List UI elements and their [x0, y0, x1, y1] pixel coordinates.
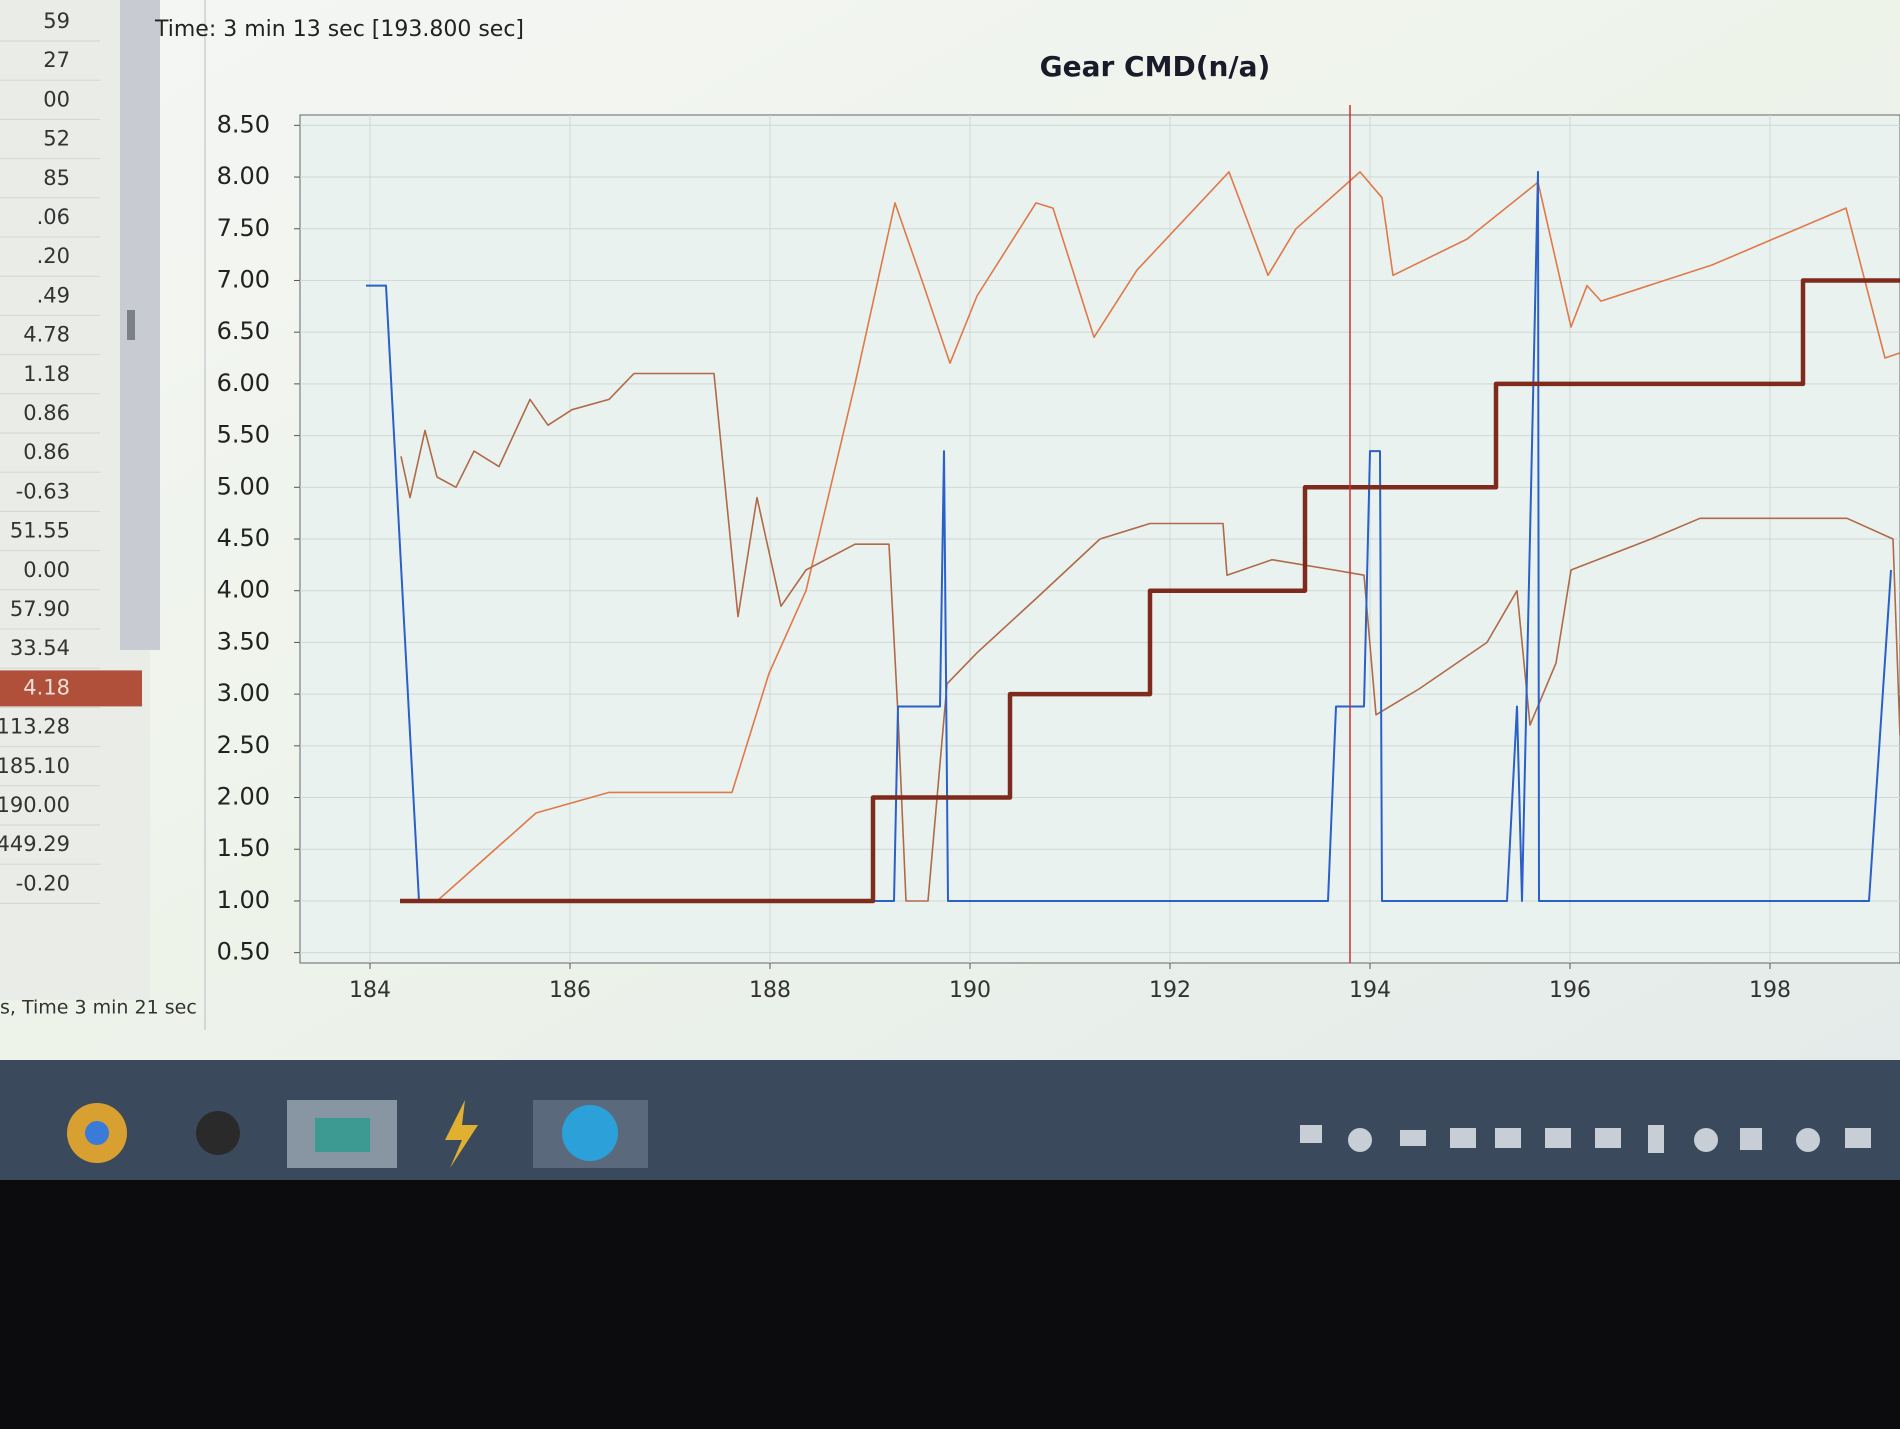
taskbar — [0, 1060, 1900, 1180]
row-value: 52 — [43, 127, 70, 151]
y-tick-label: 6.00 — [217, 369, 270, 397]
row-value: -0.63 — [16, 479, 70, 503]
tray-icon[interactable] — [1845, 1128, 1871, 1148]
series-line — [400, 278, 1900, 904]
y-tick-label: 8.50 — [217, 110, 270, 138]
y-tick-label: 4.50 — [217, 524, 270, 552]
row-value: .06 — [37, 205, 70, 229]
row-value: 57.90 — [10, 597, 70, 621]
x-tick-label: 198 — [1749, 978, 1791, 1003]
y-tick-label: 1.00 — [217, 886, 270, 914]
app-icon — [315, 1118, 370, 1152]
row-value: 4.78 — [23, 323, 70, 347]
tray-icon[interactable] — [1400, 1130, 1426, 1146]
y-tick-label: 0.50 — [217, 938, 270, 966]
y-tick-label: 2.50 — [217, 731, 270, 759]
row-value: 113.28 — [0, 715, 70, 739]
tray-icon[interactable] — [1450, 1128, 1476, 1148]
tray-icon[interactable] — [1495, 1128, 1521, 1148]
row-value: 33.54 — [10, 636, 70, 660]
scrollbar[interactable] — [120, 0, 160, 650]
y-tick-label: 5.50 — [217, 421, 270, 449]
y-tick-label: 7.00 — [217, 265, 270, 293]
tray-icon[interactable] — [1348, 1128, 1372, 1152]
status-text: s, Time 3 min 21 sec — [0, 997, 197, 1019]
x-tick-label: 192 — [1149, 978, 1191, 1003]
row-value: 85 — [43, 166, 70, 190]
chrome-icon-center — [85, 1121, 109, 1145]
y-tick-label: 6.50 — [217, 317, 270, 345]
row-value: 190.00 — [0, 793, 70, 817]
row-highlight — [0, 670, 142, 707]
row-value: 449.29 — [0, 832, 70, 856]
y-tick-label: 3.00 — [217, 679, 270, 707]
row-value: 51.55 — [10, 519, 70, 543]
x-tick-label: 186 — [549, 978, 591, 1003]
row-value: 4.18 — [23, 675, 70, 699]
row-value: 0.86 — [23, 401, 70, 425]
tray-icon[interactable] — [1300, 1125, 1322, 1143]
row-value: -0.20 — [16, 871, 70, 895]
tray-icon[interactable] — [1595, 1128, 1621, 1148]
row-value: 0.00 — [23, 558, 70, 582]
y-tick-label: 4.00 — [217, 576, 270, 604]
x-tick-label: 196 — [1549, 978, 1591, 1003]
y-tick-label: 1.50 — [217, 834, 270, 862]
x-tick-label: 184 — [349, 978, 391, 1003]
x-tick-label: 190 — [949, 978, 991, 1003]
row-value: 27 — [43, 48, 70, 72]
chart-title: Gear CMD(n/a) — [1040, 50, 1271, 83]
tray-icon[interactable] — [1740, 1128, 1762, 1150]
y-tick-label: 8.00 — [217, 162, 270, 190]
series-line — [400, 372, 1900, 902]
row-value: 1.18 — [23, 362, 70, 386]
series-line — [436, 171, 1900, 902]
y-tick-label: 3.50 — [217, 627, 270, 655]
row-value: 0.86 — [23, 440, 70, 464]
x-tick-label: 188 — [749, 978, 791, 1003]
skype-icon — [562, 1105, 618, 1161]
row-value: 00 — [43, 87, 70, 111]
tray-icon[interactable] — [1648, 1125, 1664, 1153]
app-icon[interactable] — [196, 1111, 240, 1155]
tray-icon[interactable] — [1796, 1128, 1820, 1152]
row-value: .20 — [37, 244, 70, 268]
y-tick-label: 5.00 — [217, 472, 270, 500]
row-value: .49 — [37, 283, 70, 307]
series-line — [366, 170, 1892, 902]
tray — [1300, 1125, 1871, 1153]
tray-icon[interactable] — [1545, 1128, 1571, 1148]
app-icon[interactable] — [445, 1100, 478, 1168]
time-header: Time: 3 min 13 sec [193.800 sec] — [154, 17, 524, 42]
tray-icon[interactable] — [1694, 1128, 1718, 1152]
y-tick-label: 7.50 — [217, 214, 270, 242]
row-value: 59 — [43, 9, 70, 33]
y-tick-label: 2.00 — [217, 783, 270, 811]
row-value: 7185.10 — [0, 754, 70, 778]
x-tick-label: 194 — [1349, 978, 1391, 1003]
scroll-grip — [127, 310, 135, 340]
